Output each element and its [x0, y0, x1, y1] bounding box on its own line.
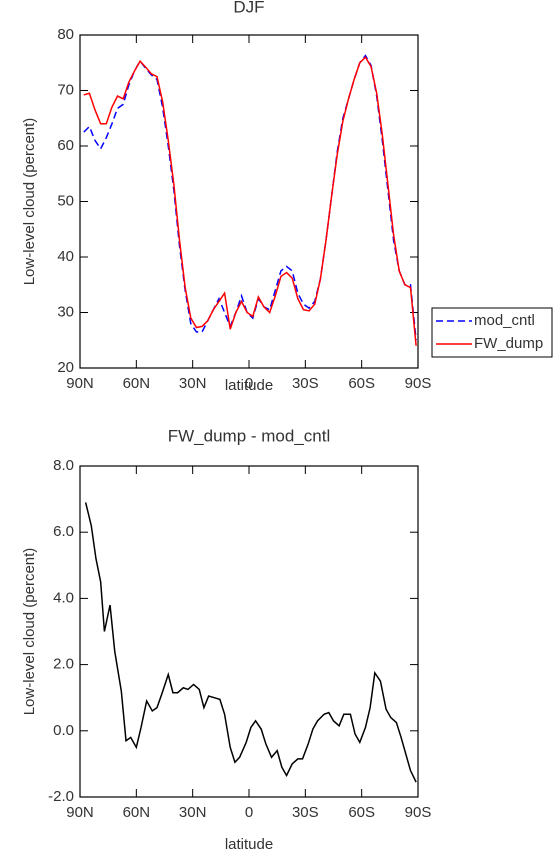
x-tick-label: 60N [123, 375, 151, 392]
x-tick-label: 60N [123, 804, 151, 821]
x-tick-label: 0 [245, 804, 253, 821]
y-tick-label: 40 [57, 248, 74, 265]
x-tick-label: 60S [348, 375, 375, 392]
x-tick-label: 90S [405, 375, 432, 392]
y-tick-label: -2.0 [48, 788, 74, 805]
y-tick-label: 4.0 [53, 589, 74, 606]
plot-frame [79, 34, 419, 369]
x-tick-label: 60S [348, 804, 375, 821]
y-tick-label: 30 [57, 303, 74, 320]
x-tick-label: 30N [179, 804, 207, 821]
x-tick-label: 30S [292, 804, 319, 821]
y-tick-label: 20 [57, 359, 74, 376]
y-axis-label: Low-level cloud (percent) [21, 548, 38, 716]
legend-label: FW_dump [474, 335, 543, 352]
y-tick-label: 60 [57, 137, 74, 154]
y-tick-label: 70 [57, 81, 74, 98]
legend-label: mod_cntl [474, 312, 535, 329]
data-line [83, 55, 417, 346]
y-tick-label: 50 [57, 192, 74, 209]
y-tick-label: 8.0 [53, 457, 74, 474]
plot-frame [79, 465, 419, 798]
chart-title: DJF [233, 0, 264, 16]
legend-box [431, 307, 553, 358]
x-axis-label: latitude [225, 836, 273, 851]
x-tick-label: 30S [292, 375, 319, 392]
x-tick-label: 0 [245, 375, 253, 392]
data-line [83, 54, 417, 341]
y-tick-label: 0.0 [53, 722, 74, 739]
y-tick-label: 6.0 [53, 523, 74, 540]
data-line [84, 502, 417, 783]
x-tick-label: 30N [179, 375, 207, 392]
x-tick-label: 90N [66, 804, 94, 821]
x-tick-label: 90S [405, 804, 432, 821]
y-tick-label: 80 [57, 26, 74, 43]
x-axis-label: latitude [225, 377, 273, 394]
chart-title: FW_dump - mod_cntl [168, 426, 331, 445]
x-tick-label: 90N [66, 375, 94, 392]
y-axis-label: Low-level cloud (percent) [21, 118, 38, 286]
y-tick-label: 2.0 [53, 656, 74, 673]
